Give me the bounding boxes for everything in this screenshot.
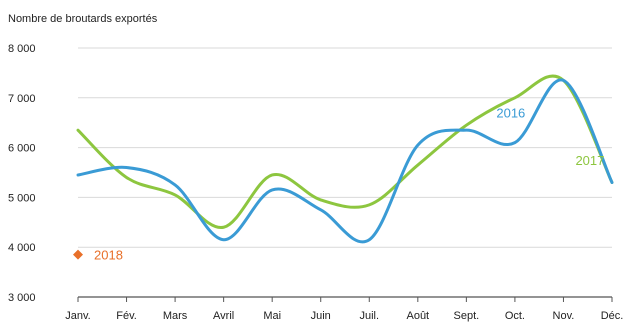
x-tick-label: Avril xyxy=(213,310,234,322)
series-label-2018: 2018 xyxy=(94,248,123,263)
x-tick-label: Mars xyxy=(163,310,188,322)
x-tick-label: Mai xyxy=(263,310,281,322)
x-tick-label: Août xyxy=(406,310,429,322)
series-line-2016 xyxy=(76,78,614,244)
y-tick-label: 7 000 xyxy=(8,93,36,105)
series-label-2017: 2017 xyxy=(575,153,604,168)
x-tick-label: Oct. xyxy=(505,310,525,322)
y-tick-label: 4 000 xyxy=(8,242,36,254)
data-point-2018 xyxy=(73,249,83,260)
y-tick-label: 6 000 xyxy=(8,143,36,155)
x-tick-label: Fév. xyxy=(116,310,137,322)
x-tick-label: Janv. xyxy=(65,310,90,322)
gridlines xyxy=(78,47,612,298)
x-tick-label: Nov. xyxy=(553,310,575,322)
y-tick-label: 8 000 xyxy=(8,43,36,55)
x-tick-label: Sept. xyxy=(454,310,480,322)
series-label-2016: 2016 xyxy=(496,106,525,121)
series-labels: 2017 2016 2018 xyxy=(94,106,604,263)
y-axis-title: Nombre de broutards exportés xyxy=(8,13,158,25)
y-tick-label: 3 000 xyxy=(8,292,36,304)
y-tick-label: 5 000 xyxy=(8,192,36,204)
x-tick-label: Juin xyxy=(311,310,331,322)
series-line-2017 xyxy=(76,74,614,229)
x-tick-label: Déc. xyxy=(601,310,624,322)
x-tick-label: Juil. xyxy=(359,310,379,322)
x-axis-ticks: Janv. Fév. Mars Avril Mai Juin Juil. Août Sept. O… xyxy=(65,297,623,322)
y-axis-ticks: 3 000 4 000 5 000 6 000 7 000 8 000 xyxy=(8,43,36,304)
series-lines xyxy=(73,74,614,260)
